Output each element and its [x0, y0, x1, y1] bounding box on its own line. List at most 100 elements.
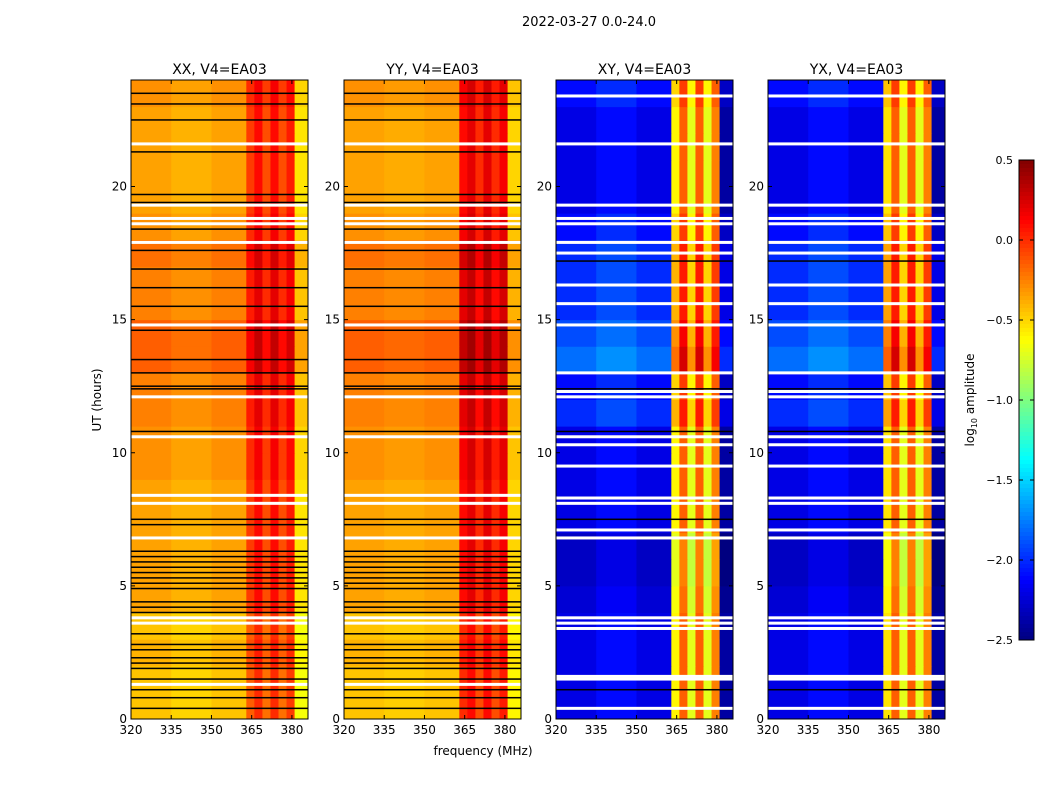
missing-data-row — [131, 621, 308, 625]
heatmap-cell — [711, 133, 721, 161]
heatmap-cell — [131, 159, 172, 187]
heatmap-cell — [459, 213, 468, 241]
heatmap-cell — [883, 80, 892, 108]
heatmap-cell — [475, 319, 484, 347]
heatmap-cell — [695, 692, 704, 720]
heatmap-cell — [899, 532, 908, 560]
colorbar-segment — [1019, 496, 1034, 501]
heatmap-cell — [719, 293, 734, 321]
heatmap-cell — [703, 692, 713, 720]
heatmap-cell — [499, 266, 509, 294]
flagged-row — [344, 611, 521, 614]
heatmap-cell — [808, 186, 849, 214]
heatmap-cell — [344, 159, 385, 187]
heatmap-cell — [883, 426, 892, 454]
heatmap-cell — [915, 213, 925, 241]
heatmap-cell — [695, 612, 704, 640]
colorbar-segment — [1019, 216, 1034, 221]
flagged-row — [131, 388, 308, 390]
heatmap-cell — [475, 585, 484, 613]
heatmap-cell — [899, 585, 908, 613]
heatmap-cell — [254, 639, 263, 667]
missing-data-row — [344, 435, 521, 439]
colorbar-segment — [1019, 632, 1034, 637]
heatmap-cell — [384, 585, 425, 613]
x-tick-label: 350 — [200, 723, 223, 737]
heatmap-cell — [556, 80, 597, 108]
heatmap-cell — [596, 399, 637, 427]
missing-data-row — [556, 616, 733, 620]
heatmap-cell — [899, 692, 908, 720]
heatmap-cell — [711, 159, 721, 187]
missing-data-row — [768, 222, 945, 226]
heatmap-cell — [278, 452, 288, 480]
heatmap-cell — [499, 532, 509, 560]
heatmap-cell — [254, 133, 263, 161]
missing-data-row — [131, 240, 308, 244]
x-tick-label: 320 — [120, 723, 143, 737]
heatmap-cell — [278, 479, 288, 507]
y-tick-label: 10 — [325, 446, 340, 460]
heatmap-cell — [475, 239, 484, 267]
flagged-row — [768, 260, 945, 262]
heatmap-cell — [768, 692, 809, 720]
heatmap-cell — [907, 639, 916, 667]
flagged-row — [344, 92, 521, 95]
colorbar-segment — [1019, 328, 1034, 333]
heatmap-cell — [171, 159, 212, 187]
heatmap-cell — [679, 186, 688, 214]
missing-data-row — [344, 682, 521, 686]
heatmap-cell — [923, 372, 933, 400]
heatmap-cell — [923, 293, 933, 321]
heatmap-cell — [475, 186, 484, 214]
heatmap-cell — [467, 426, 476, 454]
colorbar-segment — [1019, 180, 1034, 185]
heatmap-cell — [171, 266, 212, 294]
heatmap-cell — [671, 80, 680, 108]
heatmap-cell — [899, 186, 908, 214]
flagged-row — [131, 151, 308, 153]
flagged-row — [131, 523, 308, 526]
panel-title: YY, V4=EA03 — [385, 62, 478, 78]
heatmap-cell — [131, 133, 172, 161]
colorbar-segment — [1019, 220, 1034, 225]
flagged-row — [556, 260, 733, 262]
missing-data-row — [556, 626, 733, 630]
heatmap-cell — [254, 319, 263, 347]
x-tick-label: 320 — [333, 723, 356, 737]
missing-data-row — [131, 203, 308, 207]
heatmap-cell — [687, 106, 696, 134]
heatmap-cell — [915, 399, 925, 427]
colorbar-segment — [1019, 324, 1034, 329]
heatmap-cell — [344, 452, 385, 480]
heatmap-cell — [687, 612, 696, 640]
heatmap-cell — [294, 452, 309, 480]
colorbar-segment — [1019, 288, 1034, 293]
heatmap-cell — [491, 213, 501, 241]
flagged-row — [131, 571, 308, 574]
heatmap-cell — [286, 186, 296, 214]
heatmap-cell — [384, 426, 425, 454]
heatmap-cell — [671, 133, 680, 161]
heatmap-cell — [923, 426, 933, 454]
heatmap-cell — [459, 426, 468, 454]
heatmap-cell — [915, 692, 925, 720]
heatmap-cell — [687, 293, 696, 321]
x-tick-label: 365 — [240, 723, 263, 737]
heatmap-cell — [491, 692, 501, 720]
heatmap-cell — [883, 133, 892, 161]
heatmap-cell — [923, 159, 933, 187]
heatmap-cell — [556, 346, 597, 374]
heatmap-cell — [211, 692, 247, 720]
missing-data-row — [768, 302, 945, 306]
missing-data-row — [768, 142, 945, 146]
heatmap-cell — [891, 585, 900, 613]
heatmap-cell — [499, 452, 509, 480]
heatmap-cell — [719, 585, 734, 613]
flagged-row — [344, 662, 521, 664]
flagged-row — [131, 606, 308, 608]
heatmap-cell — [246, 159, 255, 187]
heatmap-cell — [254, 266, 263, 294]
heatmap-cell — [278, 612, 288, 640]
colorbar-segment — [1019, 248, 1034, 253]
